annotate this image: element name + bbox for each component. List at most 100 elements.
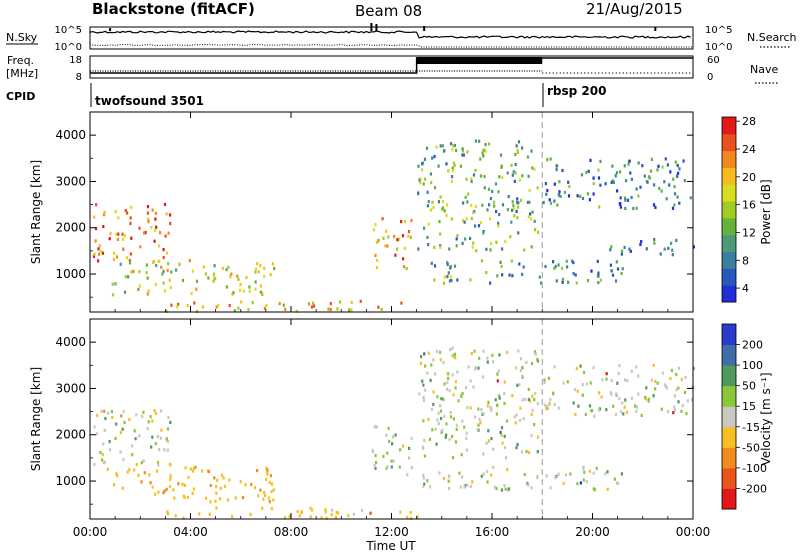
echo-cell: [506, 468, 509, 472]
echo-cell: [650, 157, 653, 161]
echo-cell: [522, 417, 525, 421]
echo-cell: [508, 273, 511, 277]
echo-cell: [263, 274, 266, 278]
x-tick-label: 20:00: [575, 525, 610, 539]
echo-cell: [156, 460, 160, 465]
echo-cell: [531, 408, 534, 412]
echo-cell: [284, 516, 287, 520]
echo-cell: [576, 482, 579, 486]
echo-cell: [474, 366, 477, 370]
echo-cell: [670, 241, 673, 245]
echo-cell: [500, 488, 503, 492]
echo-cell: [295, 309, 298, 313]
y-tick-label: 3000: [55, 174, 86, 188]
echo-cell: [511, 274, 514, 278]
echo-cell: [131, 453, 134, 457]
echo-cell: [610, 392, 613, 396]
echo-cell: [526, 200, 530, 204]
echo-cell: [459, 164, 462, 168]
echo-cell: [500, 426, 504, 430]
echo-cell: [533, 350, 536, 354]
echo-cell: [450, 217, 453, 221]
echo-cell: [124, 209, 127, 213]
echo-cell: [493, 204, 496, 208]
echo-cell: [453, 163, 456, 168]
echo-cell: [427, 200, 430, 204]
echo-cell: [558, 180, 561, 184]
echo-cell: [561, 280, 564, 284]
echo-cell: [191, 491, 194, 495]
echo-cell: [478, 139, 481, 143]
echo-cell: [163, 489, 166, 493]
echo-cell: [538, 275, 541, 279]
echo-cell: [536, 476, 539, 480]
echo-cell: [518, 383, 521, 387]
echo-cell: [654, 387, 657, 391]
echo-cell: [112, 483, 116, 487]
echo-cell: [409, 235, 413, 240]
echo-cell: [487, 439, 490, 443]
echo-cell: [521, 374, 524, 378]
echo-cell: [597, 271, 600, 275]
echo-cell: [114, 210, 117, 214]
echo-cell: [514, 171, 517, 175]
echo-cell: [461, 419, 464, 423]
echo-cell: [160, 265, 163, 269]
echo-cell: [191, 469, 195, 473]
echo-cell: [527, 387, 530, 391]
echo-cell: [489, 248, 492, 252]
echo-cell: [190, 291, 193, 296]
y-tick-label: 2000: [55, 428, 86, 442]
echo-cell: [433, 186, 437, 190]
echo-cell: [454, 440, 457, 444]
echo-cell: [620, 249, 624, 253]
echo-cell: [97, 247, 100, 251]
echo-cell: [530, 412, 533, 416]
echo-cell: [215, 305, 218, 309]
echo-cell: [636, 405, 639, 409]
echo-cell: [155, 263, 158, 268]
echo-cell: [443, 414, 446, 418]
echo-cell: [373, 464, 376, 468]
echo-cell: [448, 247, 451, 251]
echo-cell: [609, 263, 612, 267]
echo-cell: [615, 392, 618, 396]
nsky-right-tick-top: 10^5: [705, 25, 732, 36]
echo-cell: [486, 356, 489, 360]
echo-cell: [615, 260, 618, 264]
y-tick-label: 4000: [55, 128, 86, 142]
echo-cell: [481, 203, 484, 207]
echo-cell: [684, 375, 687, 379]
echo-cell: [121, 237, 125, 241]
echo-cell: [516, 383, 519, 387]
echo-cell: [630, 177, 633, 181]
echo-cell: [146, 292, 149, 296]
echo-cell: [673, 405, 676, 409]
echo-cell: [614, 412, 618, 416]
echo-cell: [339, 300, 342, 304]
echo-cell: [536, 357, 539, 361]
echo-cell: [504, 487, 507, 491]
echo-cell: [572, 401, 575, 405]
echo-cell: [503, 483, 506, 488]
echo-cell: [568, 184, 571, 189]
echo-cell: [519, 198, 523, 202]
echo-cell: [495, 240, 498, 244]
echo-cell: [263, 266, 266, 270]
echo-cell: [424, 177, 427, 181]
station-title: Blackstone (fitACF): [92, 0, 255, 18]
echo-cell: [165, 309, 168, 313]
echo-cell: [375, 460, 378, 465]
echo-cell: [633, 404, 637, 408]
echo-cell: [422, 383, 425, 387]
echo-cell: [675, 388, 678, 392]
echo-cell: [620, 271, 623, 276]
colorbar-segment: [722, 234, 736, 253]
echo-cell: [269, 474, 273, 478]
echo-cell: [672, 411, 675, 415]
echo-cell: [111, 293, 115, 297]
echo-cell: [239, 283, 242, 287]
echo-cell: [143, 471, 146, 475]
echo-cell: [540, 281, 543, 285]
echo-cell: [474, 139, 477, 143]
